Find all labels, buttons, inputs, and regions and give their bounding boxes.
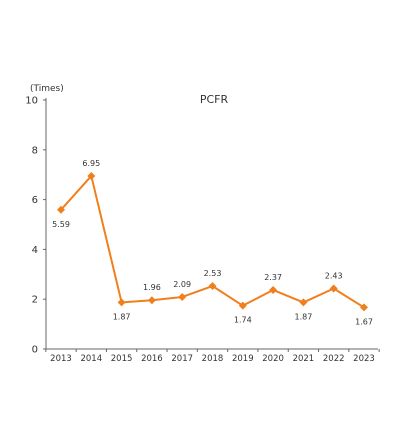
y-tick-label: 6 xyxy=(32,195,38,206)
x-axis-ticks: 2013 2014 2015 2016 2017 2018 2019 2020 2021 2022… xyxy=(45,349,380,364)
x-tick-label: 2023 xyxy=(353,354,375,364)
x-tick-label: 2017 xyxy=(171,354,193,364)
x-tick-label: 2018 xyxy=(202,354,224,364)
data-label: 6.95 xyxy=(82,159,100,168)
data-label: 2.37 xyxy=(264,273,282,282)
data-point-marker xyxy=(178,292,187,301)
y-tick-label: 4 xyxy=(32,245,38,256)
data-label: 1.96 xyxy=(143,283,161,292)
data-point-marker xyxy=(329,284,338,293)
data-labels: 5.59 6.95 1.87 1.96 2.09 2.53 1.74 2.37 1.87 2.43… xyxy=(52,159,373,326)
x-tick-label: 2019 xyxy=(232,354,254,364)
y-tick-label: 0 xyxy=(32,345,38,356)
data-label: 1.87 xyxy=(113,312,131,321)
x-tick-label: 2013 xyxy=(50,354,72,364)
data-point-marker xyxy=(360,303,368,312)
data-label: 1.67 xyxy=(355,317,373,326)
x-tick-label: 2020 xyxy=(262,354,284,364)
data-label: 2.53 xyxy=(204,269,222,278)
data-label: 1.87 xyxy=(294,312,312,321)
series-markers xyxy=(57,171,368,312)
data-point-marker xyxy=(208,282,217,291)
x-tick-label: 2015 xyxy=(111,354,133,364)
y-axis-unit-label: (Times) xyxy=(30,84,64,94)
data-point-marker xyxy=(238,301,247,310)
data-point-marker xyxy=(147,296,156,305)
y-axis-ticks: 0 2 4 6 8 10 xyxy=(25,96,46,356)
data-point-marker xyxy=(87,171,96,180)
y-tick-label: 2 xyxy=(32,295,38,306)
x-tick-label: 2014 xyxy=(80,354,102,364)
data-point-marker xyxy=(299,298,308,307)
data-point-marker xyxy=(57,205,65,214)
x-tick-label: 2021 xyxy=(293,354,315,364)
data-label: 2.09 xyxy=(173,280,191,289)
data-point-marker xyxy=(117,298,126,307)
data-label: 1.74 xyxy=(234,316,252,325)
x-tick-label: 2022 xyxy=(323,354,345,364)
data-label: 2.43 xyxy=(325,271,343,280)
y-tick-label: 10 xyxy=(25,96,38,107)
data-point-marker xyxy=(269,285,278,294)
chart-title: PCFR xyxy=(200,93,229,106)
y-tick-label: 8 xyxy=(32,145,38,156)
data-label: 5.59 xyxy=(52,220,70,229)
x-tick-label: 2016 xyxy=(141,354,163,364)
